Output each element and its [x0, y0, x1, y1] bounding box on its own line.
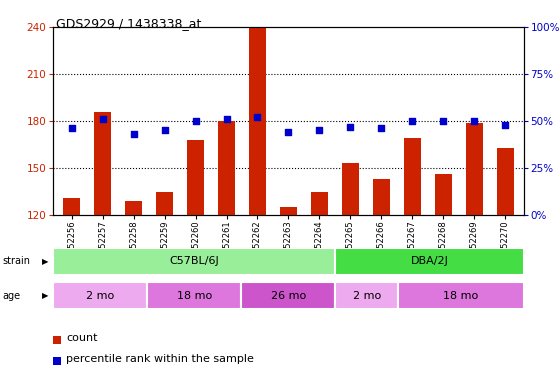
Bar	[187, 140, 204, 215]
Bar	[249, 28, 266, 215]
Point	[98, 116, 107, 122]
Text: 18 mo: 18 mo	[177, 291, 212, 301]
Point	[191, 118, 200, 124]
Bar	[398, 282, 524, 309]
Point	[346, 124, 355, 130]
Bar	[435, 174, 452, 215]
Bar	[342, 163, 359, 215]
Text: strain: strain	[3, 256, 31, 266]
Bar	[311, 192, 328, 215]
Text: count: count	[66, 333, 97, 343]
Text: DBA/2J: DBA/2J	[410, 256, 449, 266]
Bar	[53, 282, 147, 309]
Point	[129, 131, 138, 137]
Bar	[156, 192, 173, 215]
Bar	[125, 201, 142, 215]
Bar	[241, 282, 335, 309]
Bar	[497, 147, 514, 215]
Point	[470, 118, 479, 124]
Text: C57BL/6J: C57BL/6J	[170, 256, 219, 266]
Text: 26 mo: 26 mo	[271, 291, 306, 301]
Point	[284, 129, 293, 135]
Text: percentile rank within the sample: percentile rank within the sample	[66, 354, 254, 364]
Point	[67, 126, 76, 132]
Point	[222, 116, 231, 122]
Bar	[218, 121, 235, 215]
Bar	[465, 122, 483, 215]
Text: ▶: ▶	[42, 291, 49, 300]
Bar	[280, 207, 297, 215]
Text: 2 mo: 2 mo	[86, 291, 114, 301]
Point	[438, 118, 447, 124]
Bar	[335, 282, 398, 309]
Text: ▶: ▶	[42, 257, 49, 266]
Bar	[404, 138, 421, 215]
Bar	[53, 248, 335, 275]
Point	[253, 114, 262, 120]
Text: 18 mo: 18 mo	[444, 291, 478, 301]
Point	[160, 127, 169, 134]
Point	[501, 122, 510, 128]
Point	[377, 126, 386, 132]
Text: age: age	[3, 291, 21, 301]
Bar	[94, 112, 111, 215]
Bar	[63, 198, 80, 215]
Point	[408, 118, 417, 124]
Bar	[147, 282, 241, 309]
Point	[315, 127, 324, 134]
Bar	[373, 179, 390, 215]
Text: GDS2929 / 1438338_at: GDS2929 / 1438338_at	[56, 17, 202, 30]
Bar	[335, 248, 524, 275]
Text: 2 mo: 2 mo	[353, 291, 381, 301]
